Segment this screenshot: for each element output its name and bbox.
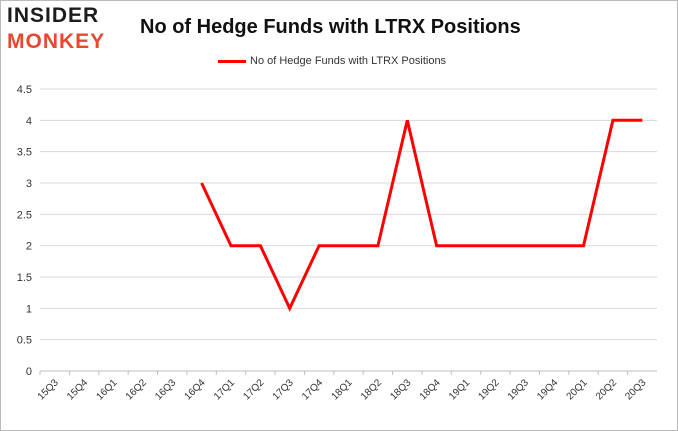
y-axis-ticks: 0 0.5 1 1.5 2 2.5 3 3.5 4 4.5 xyxy=(17,84,32,378)
y-tick-label: 2 xyxy=(26,241,32,253)
data-point xyxy=(259,244,262,247)
data-point xyxy=(523,244,526,247)
x-tick-label: 15Q3 xyxy=(36,377,61,402)
legend-label: No of Hedge Funds with LTRX Positions xyxy=(250,55,447,67)
data-point xyxy=(376,244,379,247)
x-tick-label: 18Q4 xyxy=(418,377,443,402)
x-tick-label: 20Q2 xyxy=(594,377,619,402)
x-tick-label: 17Q4 xyxy=(300,377,325,402)
y-tick-label: 3.5 xyxy=(17,147,32,159)
x-tick-label: 19Q3 xyxy=(506,377,531,402)
x-tick-label: 20Q3 xyxy=(623,377,648,402)
data-point xyxy=(347,244,350,247)
x-tick-label: 19Q4 xyxy=(535,377,560,402)
data-point xyxy=(582,244,585,247)
x-tick-label: 18Q3 xyxy=(388,377,413,402)
data-point xyxy=(406,119,409,122)
data-point xyxy=(200,182,203,185)
x-tick-label: 16Q2 xyxy=(124,377,149,402)
y-tick-label: 1.5 xyxy=(17,272,32,284)
logo-line-2: MONKEY xyxy=(7,30,106,53)
series-line xyxy=(200,118,643,312)
data-point xyxy=(494,244,497,247)
x-tick-label: 16Q1 xyxy=(94,377,119,402)
x-tick-label: 16Q4 xyxy=(183,377,208,402)
x-tick-label: 16Q3 xyxy=(153,377,178,402)
y-tick-label: 3 xyxy=(26,178,32,190)
y-tick-label: 1 xyxy=(26,303,32,315)
x-tick-label: 19Q1 xyxy=(447,377,472,402)
data-point xyxy=(435,244,438,247)
legend-swatch xyxy=(218,59,246,63)
data-point xyxy=(318,244,321,247)
data-point xyxy=(465,244,468,247)
data-point xyxy=(229,244,232,247)
chart-title: No of Hedge Funds with LTRX Positions xyxy=(140,16,521,38)
x-tick-label: 18Q2 xyxy=(359,377,384,402)
x-tick-label: 19Q2 xyxy=(476,377,501,402)
x-tick-label: 17Q3 xyxy=(271,377,296,402)
y-tick-label: 4.5 xyxy=(17,84,32,96)
x-axis-ticks: 15Q3 15Q4 16Q1 16Q2 16Q3 16Q4 17Q1 17Q2 17Q3 17Q4… xyxy=(36,371,649,402)
series-group xyxy=(200,118,644,312)
y-tick-label: 0 xyxy=(26,366,32,378)
x-tick-label: 18Q1 xyxy=(330,377,355,402)
y-tick-label: 4 xyxy=(26,115,32,127)
data-point xyxy=(288,307,291,310)
data-point xyxy=(553,244,556,247)
logo-line-1: INSIDER xyxy=(7,4,100,27)
x-tick-label: 17Q2 xyxy=(241,377,266,402)
insider-monkey-logo: INSIDER MONKEY xyxy=(7,5,127,52)
y-tick-label: 0.5 xyxy=(17,335,32,347)
chart-legend: No of Hedge Funds with LTRX Positions xyxy=(218,55,446,67)
x-tick-label: 20Q1 xyxy=(565,377,590,402)
gridlines xyxy=(40,88,657,341)
y-tick-label: 2.5 xyxy=(17,209,32,221)
data-point xyxy=(641,119,644,122)
x-tick-label: 17Q1 xyxy=(212,377,237,402)
data-point xyxy=(611,119,614,122)
x-tick-label: 15Q4 xyxy=(65,377,90,402)
